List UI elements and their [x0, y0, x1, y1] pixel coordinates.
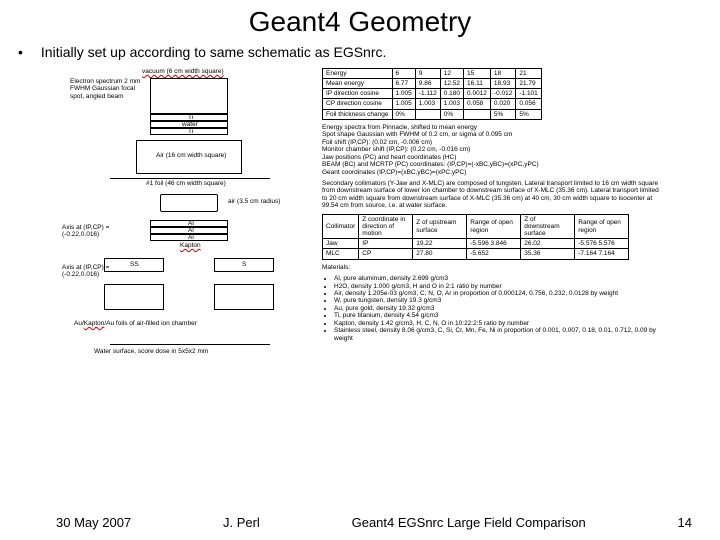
dl-vacuum: vacuum (6 cm width square) [142, 68, 224, 75]
dl-al3: Al [188, 234, 194, 241]
dl-s: S [242, 261, 246, 268]
footer-center: Geant4 EGSnrc Large Field Comparison [352, 515, 586, 530]
slide-footer: 30 May 2007 J. Perl Geant4 EGSnrc Large … [0, 515, 720, 530]
dl-air1: Air (16 cm width square) [156, 152, 226, 159]
bullet-line: • Initially set up according to same sch… [0, 38, 720, 60]
energy-table: Energy6912151821Mean energy6.779.8612.52… [322, 68, 542, 120]
dl-air2: air (3.5 cm radius) [228, 198, 280, 205]
bullet-text: Initially set up according to same schem… [41, 44, 386, 60]
content-area: vacuum (6 cm width square) Electron spec… [0, 68, 720, 458]
dl-waterscore: Water surface, score dose in 5x5x2 mm [94, 348, 208, 355]
bullet-dot: • [18, 44, 23, 60]
right-text-panel: Energy6912151821Mean energy6.779.8612.52… [322, 68, 660, 342]
dl-ti2: Ti [188, 128, 193, 135]
materials-list: Al, pure aluminum, density 2.699 g/cm3H2… [322, 275, 660, 342]
materials-heading: Materials: [322, 264, 660, 271]
dl-kapton: Kapton [180, 242, 201, 249]
dl-espec: Electron spectrum 2 mm FWHM Gaussian foc… [70, 78, 142, 100]
dl-foil: #1 foil (46 cm width square) [146, 180, 226, 187]
dl-axis2: Axis at (IP,CP) = (-0.22,0.016) [62, 264, 132, 279]
footer-author: J. Perl [223, 515, 260, 530]
dl-axis1: Axis at (IP,CP) = (-0.22,0.016) [62, 224, 132, 239]
collimator-table: CollimatorZ coordinate in direction of m… [322, 214, 629, 260]
collimator-paragraph: Secondary collimators (Y-Jaw and X-MLC) … [322, 180, 660, 210]
footer-page: 14 [678, 515, 692, 530]
page-title: Geant4 Geometry [0, 0, 720, 38]
dl-aukap: Au/Kapton/Au foils of air-filled ion cha… [74, 320, 197, 327]
footer-date: 30 May 2007 [56, 515, 131, 530]
notes-block-1: Energy spectra from Pinnacle, shifted to… [322, 124, 660, 176]
schematic-diagram: vacuum (6 cm width square) Electron spec… [80, 68, 310, 368]
